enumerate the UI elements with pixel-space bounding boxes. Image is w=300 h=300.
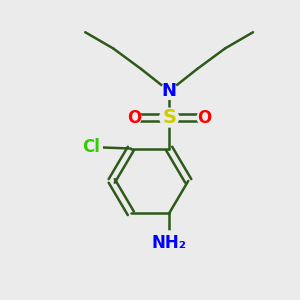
Text: N: N [162,82,177,100]
Circle shape [80,136,102,158]
Text: Cl: Cl [82,138,100,156]
Circle shape [160,108,178,127]
Text: S: S [162,108,176,127]
Circle shape [161,83,177,99]
Text: O: O [197,109,212,127]
Circle shape [197,110,212,125]
Text: NH₂: NH₂ [152,234,187,252]
Circle shape [158,231,181,254]
Circle shape [126,110,141,125]
Text: O: O [127,109,141,127]
